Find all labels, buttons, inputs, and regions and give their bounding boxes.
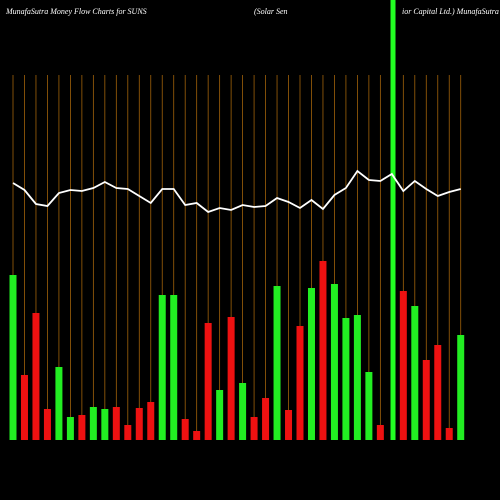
bar: [135, 408, 143, 440]
bar: [216, 390, 224, 440]
bar: [193, 431, 201, 440]
bar: [43, 409, 51, 440]
bar: [445, 428, 453, 440]
bar: [330, 284, 338, 440]
bar: [227, 317, 235, 440]
bar: [411, 306, 419, 440]
bar: [124, 425, 132, 440]
money-flow-line: [12, 169, 461, 214]
bar: [89, 407, 97, 440]
bar: [55, 367, 63, 440]
bar: [262, 398, 270, 440]
bar: [273, 286, 281, 440]
bar: [239, 383, 247, 440]
bar: [32, 313, 40, 440]
bar: [158, 295, 166, 440]
bar: [307, 288, 315, 440]
bar: [170, 295, 178, 440]
bar: [101, 409, 109, 440]
bar: [285, 410, 293, 440]
bar: [147, 402, 155, 440]
bar: [422, 360, 430, 440]
chart-subtitle: ior Capital Ltd.) MunafaSutra: [402, 7, 499, 16]
bar: [376, 425, 384, 440]
bar: [319, 261, 327, 440]
bar: [342, 318, 350, 440]
bar: [181, 419, 189, 440]
bar: [434, 345, 442, 440]
bar: [365, 372, 373, 440]
bar: [296, 326, 304, 440]
bar: [204, 323, 212, 440]
bar: [112, 407, 120, 440]
bar: [399, 291, 407, 440]
bar: [66, 417, 74, 440]
bar: [250, 417, 258, 440]
bar: [353, 315, 361, 440]
bar: [20, 375, 28, 440]
chart-title: MunafaSutra Money Flow Charts for SUNS: [5, 7, 147, 16]
bar: [457, 335, 465, 440]
bar: [9, 275, 17, 440]
bar: [78, 415, 86, 440]
chart-subtitle: (Solar Sen: [254, 7, 288, 16]
